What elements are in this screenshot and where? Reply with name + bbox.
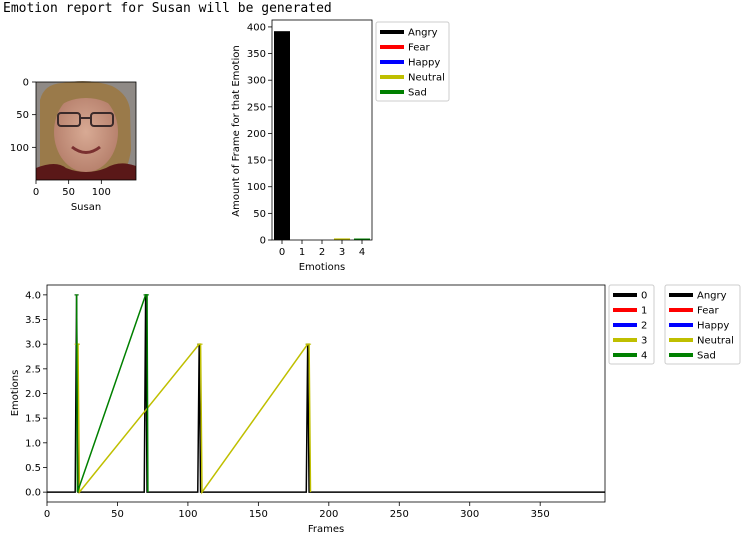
shirt bbox=[36, 163, 136, 180]
bar-x-tick-label: 2 bbox=[319, 247, 325, 258]
line-y-tick-label: 3.5 bbox=[25, 315, 41, 326]
bar-chart: 0 1 2 3 4 0 50 100 150 200 250 300 350 400 bbox=[247, 19, 373, 258]
line-x-tick-label: 300 bbox=[460, 509, 479, 520]
legend-label: 3 bbox=[641, 336, 647, 347]
legend-label: Fear bbox=[408, 43, 430, 54]
legend-label: Angry bbox=[697, 291, 727, 302]
bar-y-tick-label: 300 bbox=[247, 76, 266, 87]
line-x-tick-label: 0 bbox=[44, 509, 50, 520]
bar-y-tick-label: 50 bbox=[253, 209, 266, 220]
face-image-xlabel: Susan bbox=[71, 202, 101, 213]
line-series-3 bbox=[76, 343, 312, 495]
bar-y-tick-label: 100 bbox=[247, 182, 266, 193]
line-x-tick-label: 250 bbox=[390, 509, 409, 520]
bar-y-tick-label: 400 bbox=[247, 22, 266, 33]
line-y-tick-label: 4.0 bbox=[25, 290, 41, 301]
line-x-tick-label: 150 bbox=[249, 509, 268, 520]
hair-bangs bbox=[52, 88, 120, 112]
line-chart-series-legend: 0 1 2 3 4 bbox=[608, 284, 655, 365]
bar-chart-xlabel: Emotions bbox=[299, 262, 346, 273]
face-image-frame bbox=[35, 81, 137, 181]
legend-label: Happy bbox=[697, 321, 729, 332]
legend-label: Neutral bbox=[697, 336, 734, 347]
line-y-tick-label: 3.0 bbox=[25, 340, 41, 351]
bar-y-tick-label: 0 bbox=[260, 236, 266, 247]
smile bbox=[71, 145, 101, 154]
face-x-tick-label: 0 bbox=[33, 187, 39, 198]
bar-chart-ylabel: Amount of Frame for that Emotion bbox=[231, 45, 242, 216]
face-image-axes: 0 50 100 0 50 100 bbox=[10, 78, 111, 199]
line-series-4 bbox=[75, 294, 149, 493]
bar-y-tick-label: 200 bbox=[247, 129, 266, 140]
face-image-panel bbox=[35, 81, 137, 181]
line-y-tick-label: 2.5 bbox=[25, 364, 41, 375]
line-y-tick-label: 1.5 bbox=[25, 414, 41, 425]
face-y-tick-label: 0 bbox=[23, 78, 29, 89]
face-x-tick-label: 50 bbox=[62, 187, 75, 198]
line-plot-frame bbox=[46, 284, 606, 503]
glasses-left-lens bbox=[57, 112, 81, 127]
bar-y-tick-label: 150 bbox=[247, 156, 266, 167]
bar-x-tick-label: 4 bbox=[359, 247, 365, 258]
legend-label: 4 bbox=[641, 351, 647, 362]
bar bbox=[274, 31, 290, 240]
legend-label: Fear bbox=[697, 306, 719, 317]
bar-y-tick-label: 350 bbox=[247, 49, 266, 60]
line-chart-xlabel: Frames bbox=[308, 524, 344, 535]
legend-label: 0 bbox=[641, 291, 647, 302]
face-x-tick-label: 100 bbox=[92, 187, 111, 198]
face-y-tick-label: 50 bbox=[16, 110, 29, 121]
legend-label: Angry bbox=[408, 28, 438, 39]
bar-y-tick-label: 250 bbox=[247, 102, 266, 113]
bar-x-tick-label: 3 bbox=[339, 247, 345, 258]
line-series-0 bbox=[47, 294, 605, 493]
legend-label: Neutral bbox=[408, 73, 445, 84]
bar bbox=[334, 238, 350, 240]
line-y-tick-label: 0.5 bbox=[25, 463, 41, 474]
bar-chart-legend: Angry Fear Happy Neutral Sad bbox=[375, 21, 450, 102]
line-chart: 0 50 100 150 200 250 300 350 0.0 0.5 1.0 1.5 2.0 2.5 3… bbox=[25, 284, 606, 520]
bar-x-tick-label: 1 bbox=[299, 247, 305, 258]
line-chart-ylabel: Emotions bbox=[10, 370, 21, 417]
glasses-right-lens bbox=[90, 112, 114, 127]
line-y-tick-label: 2.0 bbox=[25, 389, 41, 400]
legend-frame bbox=[375, 21, 450, 102]
report-header-text: Emotion report for Susan will be generat… bbox=[3, 1, 332, 16]
line-y-tick-label: 1.0 bbox=[25, 438, 41, 449]
line-x-tick-label: 200 bbox=[319, 509, 338, 520]
bar bbox=[354, 238, 370, 240]
face-shape bbox=[54, 92, 118, 172]
legend-label: 1 bbox=[641, 306, 647, 317]
legend-label: Sad bbox=[408, 88, 427, 99]
bar-x-tick-label: 0 bbox=[279, 247, 285, 258]
line-x-tick-label: 100 bbox=[178, 509, 197, 520]
face-y-tick-label: 100 bbox=[10, 143, 29, 154]
legend-label: Happy bbox=[408, 58, 440, 69]
legend-frame bbox=[664, 284, 741, 365]
legend-label: Sad bbox=[697, 351, 716, 362]
line-y-tick-label: 0.0 bbox=[25, 488, 41, 499]
line-x-tick-label: 50 bbox=[111, 509, 124, 520]
legend-label: 2 bbox=[641, 321, 647, 332]
line-chart-emotion-legend: Angry Fear Happy Neutral Sad bbox=[664, 284, 741, 365]
line-x-tick-label: 350 bbox=[531, 509, 550, 520]
